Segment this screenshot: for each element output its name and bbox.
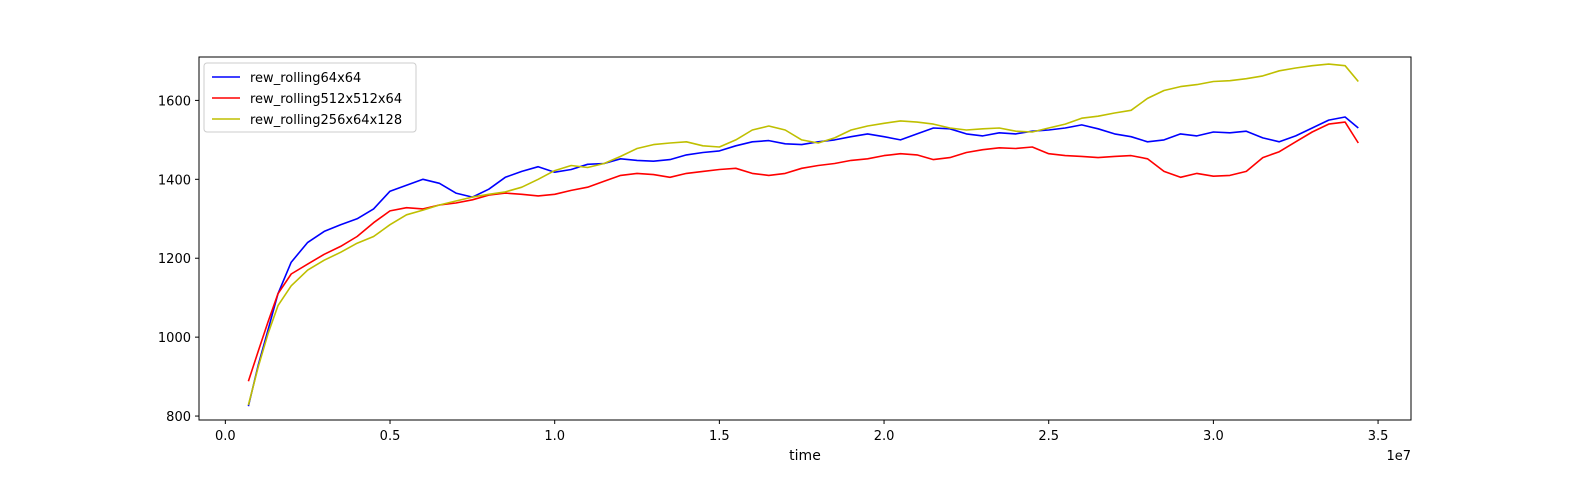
axes-frame: [198, 56, 1412, 421]
x-tick-label: 2.5: [1038, 429, 1059, 444]
legend-label: rew_rolling256x64x128: [250, 113, 402, 128]
plot-area: [198, 56, 1412, 421]
y-axis: 800 1000 1200 1400 1600: [158, 94, 199, 425]
x-tick-label: 3.0: [1203, 429, 1224, 444]
y-tick-label: 1200: [158, 252, 191, 267]
x-tick-label: 0.0: [215, 429, 236, 444]
y-tick-label: 1000: [158, 331, 191, 346]
y-tick-label: 1600: [158, 94, 191, 109]
x-axis-offset-text: 1e7: [1386, 449, 1411, 464]
x-tick-label: 0.5: [380, 429, 401, 444]
legend-label: rew_rolling512x512x64: [250, 92, 402, 107]
series-layer: [247, 63, 1359, 407]
x-tick-label: 1.5: [709, 429, 730, 444]
y-tick-label: 1400: [158, 173, 191, 188]
series-line-3: [247, 63, 1359, 406]
x-tick-label: 1.0: [544, 429, 565, 444]
x-axis-label: time: [789, 448, 821, 464]
series-line-2: [247, 121, 1359, 382]
x-tick-label: 2.0: [874, 429, 895, 444]
legend-label: rew_rolling64x64: [250, 71, 361, 86]
x-tick-label: 3.5: [1368, 429, 1389, 444]
legend: rew_rolling64x64 rew_rolling512x512x64rew…: [203, 62, 417, 133]
series-line-1: [247, 116, 1359, 407]
x-axis: 0.0 0.5 1.0 1.5 2.0 2.5 3.0 3.5: [215, 420, 1388, 444]
legend-box: [203, 62, 417, 133]
y-tick-label: 800: [166, 410, 191, 425]
